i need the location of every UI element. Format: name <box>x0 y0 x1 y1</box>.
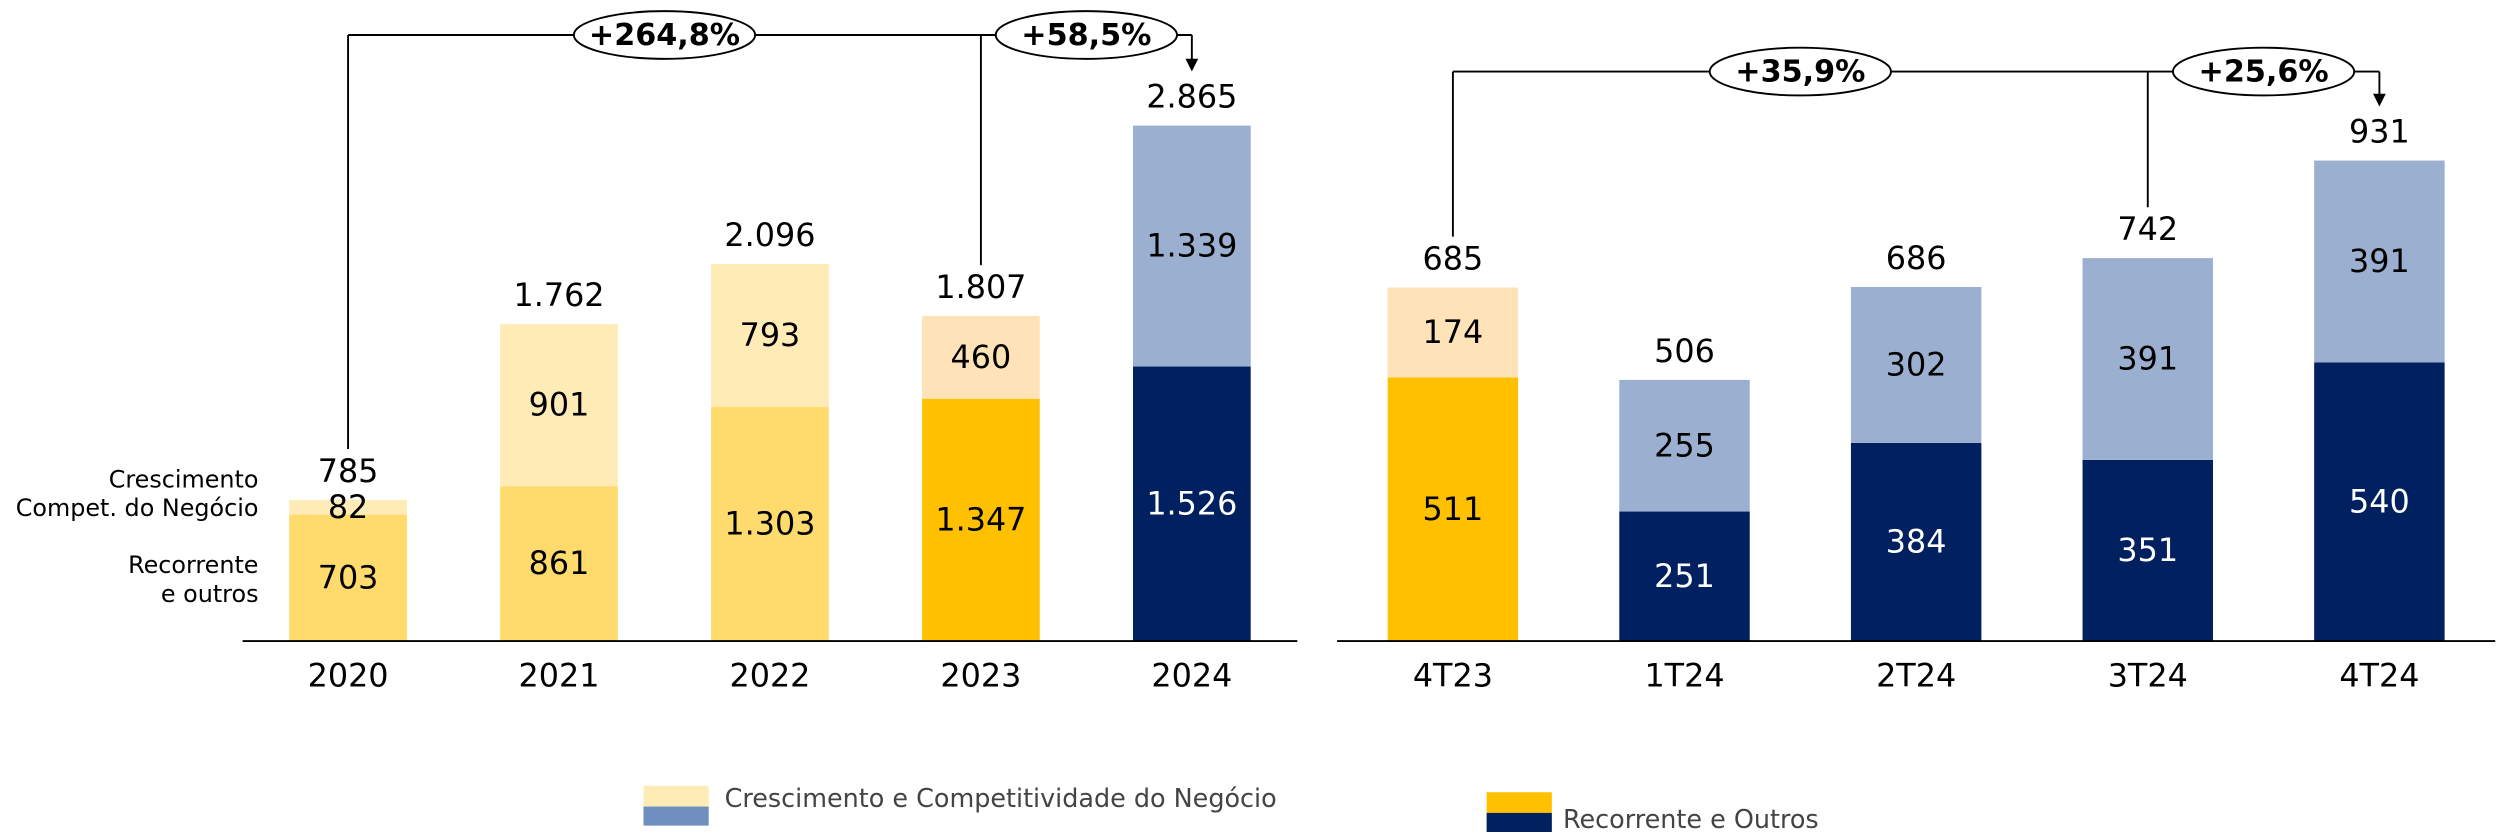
value-label: 1.339 <box>1146 227 1237 265</box>
value-label: 901 <box>529 386 590 424</box>
value-label: 384 <box>1886 523 1947 561</box>
bar-segment <box>500 324 618 487</box>
row-label: Crescimento <box>109 465 259 493</box>
total-label: 1.762 <box>513 276 604 314</box>
growth-oval <box>994 10 1179 60</box>
total-label: 686 <box>1886 239 1947 277</box>
legend-label: Crescimento e Competitividade do Negócio <box>725 784 1277 814</box>
x-tick-label: 2021 <box>519 657 600 695</box>
value-label: 1.303 <box>724 504 815 542</box>
row-label: Compet. do Negócio <box>16 494 259 522</box>
value-label: 82 <box>328 488 368 526</box>
legend-swatch <box>1486 792 1552 813</box>
bar-segment <box>2314 362 2445 642</box>
value-label: 703 <box>318 558 379 596</box>
x-tick-label: 2T24 <box>1876 657 1956 695</box>
row-label: e outros <box>161 580 259 608</box>
value-label: 540 <box>2349 482 2410 520</box>
bar-segment <box>1619 511 1750 642</box>
growth-oval <box>572 10 757 60</box>
total-label: 742 <box>2117 210 2178 248</box>
value-label: 391 <box>2117 340 2178 378</box>
arrow-head <box>2373 93 2386 107</box>
value-label: 460 <box>951 338 1012 376</box>
bar-segment <box>922 398 1040 642</box>
row-label: Recorrente <box>128 551 258 579</box>
value-label: 391 <box>2349 242 2410 280</box>
legend-label: Recorrente e Outros <box>1563 805 1819 832</box>
value-label: 861 <box>529 544 590 582</box>
total-label: 685 <box>1423 239 1484 277</box>
growth-oval <box>2171 46 2356 97</box>
value-label: 351 <box>2117 531 2178 569</box>
value-label: 255 <box>1654 426 1715 464</box>
bar-segment <box>2082 258 2213 460</box>
x-tick-label: 4T23 <box>1413 657 1493 695</box>
x-tick-label: 3T24 <box>2108 657 2188 695</box>
bar-segment <box>289 514 407 642</box>
growth-oval <box>1708 46 1892 97</box>
total-label: 2.865 <box>1146 78 1237 116</box>
value-label: 302 <box>1886 346 1947 384</box>
x-tick-label: 2024 <box>1151 657 1232 695</box>
bar-segment <box>2082 459 2213 642</box>
legend-swatch <box>643 806 709 826</box>
bar-segment <box>1850 287 1982 443</box>
value-label: 1.347 <box>935 501 1026 539</box>
bar-segment <box>1619 379 1750 512</box>
total-label: 931 <box>2349 113 2410 151</box>
value-label: 1.526 <box>1146 484 1237 522</box>
value-label: 511 <box>1423 490 1484 528</box>
value-label: 793 <box>740 316 801 354</box>
bar-segment <box>289 499 407 515</box>
total-label: 2.096 <box>724 216 815 254</box>
growth-label: +58,5% <box>1021 18 1151 53</box>
growth-label: +25,6% <box>2199 55 2329 90</box>
bar-segment <box>1132 366 1251 642</box>
bar-segment <box>711 263 829 407</box>
bar-segment <box>500 486 618 642</box>
legend-swatch <box>1486 812 1552 832</box>
total-label: 506 <box>1654 332 1715 370</box>
x-tick-label: 1T24 <box>1644 657 1724 695</box>
growth-label: +35,9% <box>1735 55 1865 90</box>
bar-segment <box>711 406 829 642</box>
x-tick-label: 2023 <box>940 657 1021 695</box>
total-label: 785 <box>318 452 379 490</box>
value-label: 251 <box>1654 557 1715 595</box>
x-tick-label: 2020 <box>308 657 389 695</box>
value-label: 174 <box>1423 313 1484 351</box>
bar-segment <box>1387 377 1519 642</box>
bar-segment <box>2314 160 2445 363</box>
arrow-head <box>1185 58 1199 72</box>
growth-label: +264,8% <box>589 18 740 53</box>
x-tick-label: 4T24 <box>2339 657 2419 695</box>
bar-segment <box>922 315 1040 399</box>
bar-segment <box>1132 125 1251 367</box>
total-label: 1.807 <box>935 268 1026 306</box>
bar-segment <box>1387 287 1519 378</box>
bar-segment <box>1850 442 1982 642</box>
x-tick-label: 2022 <box>729 657 810 695</box>
legend-swatch <box>643 785 709 807</box>
